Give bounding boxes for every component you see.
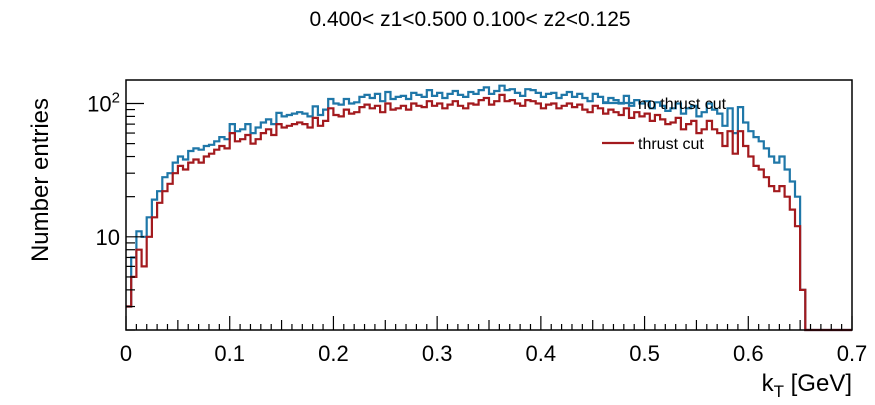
y-axis-label: Number entries: [27, 98, 54, 262]
x-tick-label: 0.2: [318, 341, 349, 366]
x-axis: 0 0.1 0.2 0.3 0.4 0.5 0.6 0.7: [120, 316, 867, 366]
y-axis: 10 102: [87, 89, 144, 331]
series-layer: [126, 84, 852, 332]
y-tick-label: 10: [96, 225, 120, 250]
legend: no thrust cut thrust cut: [602, 96, 727, 153]
x-tick-label: 0.1: [214, 341, 245, 366]
x-tick-label: 0.5: [629, 341, 660, 366]
x-tick-label: 0: [120, 341, 132, 366]
series-no-thrust-cut-line: [126, 84, 852, 332]
legend-label: thrust cut: [638, 136, 704, 153]
chart-title: 0.400< z1<0.500 0.100< z2<0.125: [309, 8, 630, 31]
series-thrust-cut-line: [126, 93, 852, 332]
x-tick-label: 0.3: [422, 341, 453, 366]
x-tick-label: 0.7: [837, 341, 868, 366]
legend-label: no thrust cut: [638, 96, 727, 113]
x-tick-label: 0.6: [733, 341, 764, 366]
y-tick-label: 102: [87, 89, 120, 116]
x-tick-label: 0.4: [526, 341, 557, 366]
x-axis-label: kT [GeV]: [762, 370, 852, 401]
